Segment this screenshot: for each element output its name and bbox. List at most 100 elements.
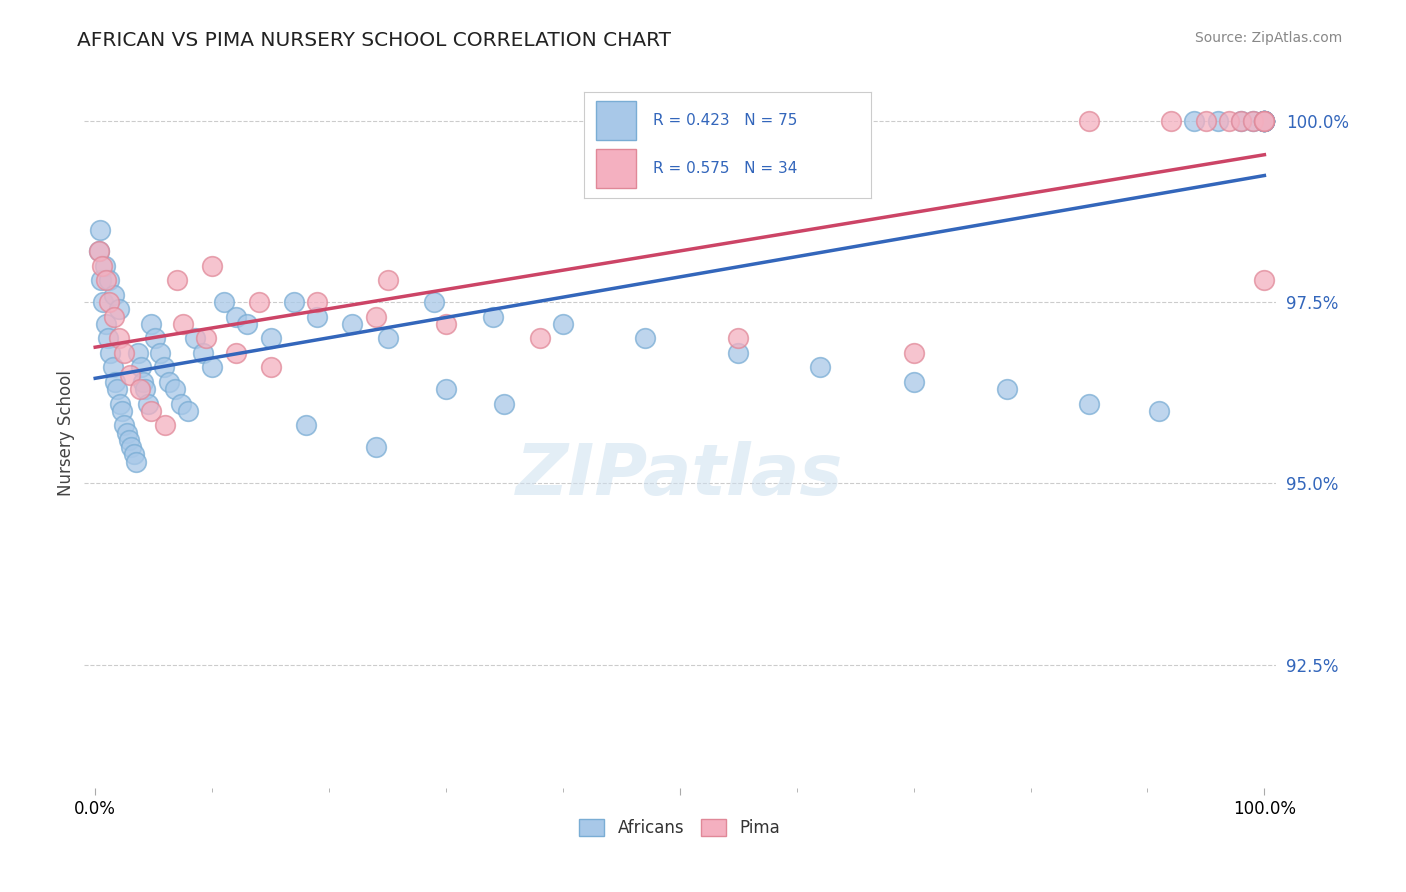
Point [1160, 114, 1182, 128]
Point [90, 273, 112, 287]
Point [129, 360, 152, 375]
Point [132, 375, 155, 389]
Point [94, 317, 117, 331]
Point [87, 244, 110, 259]
Point [481, 310, 503, 324]
Point [1078, 397, 1101, 411]
Point [136, 397, 159, 411]
Point [1182, 114, 1205, 128]
Point [103, 310, 125, 324]
Point [1230, 114, 1253, 128]
Point [100, 346, 122, 360]
Point [107, 382, 129, 396]
Point [1253, 114, 1275, 128]
Point [1241, 114, 1264, 128]
Point [364, 310, 387, 324]
Point [1253, 114, 1275, 128]
Point [1253, 114, 1275, 128]
Point [157, 375, 180, 389]
Point [1253, 114, 1275, 128]
Point [247, 295, 270, 310]
Point [236, 317, 259, 331]
Point [225, 310, 247, 324]
Point [1253, 114, 1275, 128]
Point [1147, 404, 1170, 418]
Point [87, 244, 110, 259]
Legend: Africans, Pima: Africans, Pima [572, 812, 787, 844]
Point [166, 273, 188, 287]
Point [1253, 114, 1275, 128]
Point [155, 418, 177, 433]
Point [114, 418, 136, 433]
Point [134, 382, 156, 396]
Point [1241, 114, 1264, 128]
Point [93, 259, 115, 273]
Point [141, 317, 163, 331]
Point [423, 295, 446, 310]
Point [1253, 114, 1275, 128]
Point [1253, 114, 1275, 128]
Point [101, 360, 124, 375]
Point [122, 447, 145, 461]
Point [225, 346, 247, 360]
Point [1195, 114, 1218, 128]
Point [91, 259, 114, 273]
Point [995, 382, 1018, 396]
Point [120, 440, 142, 454]
Point [191, 346, 214, 360]
Point [125, 455, 148, 469]
Point [169, 397, 191, 411]
Point [259, 360, 281, 375]
Point [89, 222, 111, 236]
Point [143, 331, 166, 345]
Point [1253, 114, 1275, 128]
Point [128, 382, 150, 396]
Point [212, 295, 235, 310]
Point [1078, 114, 1101, 128]
Point [141, 404, 163, 418]
Point [294, 418, 316, 433]
Point [108, 397, 131, 411]
Point [1253, 114, 1275, 128]
Point [634, 331, 657, 345]
Point [201, 360, 224, 375]
Text: AFRICAN VS PIMA NURSERY SCHOOL CORRELATION CHART: AFRICAN VS PIMA NURSERY SCHOOL CORRELATI… [77, 31, 671, 50]
Point [342, 317, 364, 331]
Point [153, 360, 176, 375]
Point [107, 302, 129, 317]
Point [183, 331, 205, 345]
Point [107, 331, 129, 345]
Point [118, 433, 141, 447]
Point [98, 273, 121, 287]
Point [103, 288, 125, 302]
Point [434, 317, 457, 331]
Point [283, 295, 305, 310]
Point [1253, 114, 1275, 128]
Point [307, 295, 329, 310]
Point [529, 331, 551, 345]
Point [176, 404, 198, 418]
Point [903, 375, 925, 389]
Point [163, 382, 186, 396]
Point [1253, 273, 1275, 287]
Point [307, 310, 329, 324]
Point [434, 382, 457, 396]
Point [1253, 114, 1275, 128]
Point [111, 404, 134, 418]
Point [259, 331, 281, 345]
Point [903, 346, 925, 360]
Text: Source: ZipAtlas.com: Source: ZipAtlas.com [1195, 31, 1343, 45]
Point [808, 360, 831, 375]
Point [115, 425, 138, 440]
Point [93, 295, 115, 310]
Point [1253, 114, 1275, 128]
Text: ZIPatlas: ZIPatlas [516, 441, 844, 509]
Point [377, 273, 399, 287]
Y-axis label: Nursery School: Nursery School [58, 369, 75, 496]
Point [195, 331, 218, 345]
Point [551, 317, 574, 331]
Point [104, 375, 127, 389]
Point [1218, 114, 1240, 128]
Point [127, 346, 149, 360]
Point [97, 331, 120, 345]
